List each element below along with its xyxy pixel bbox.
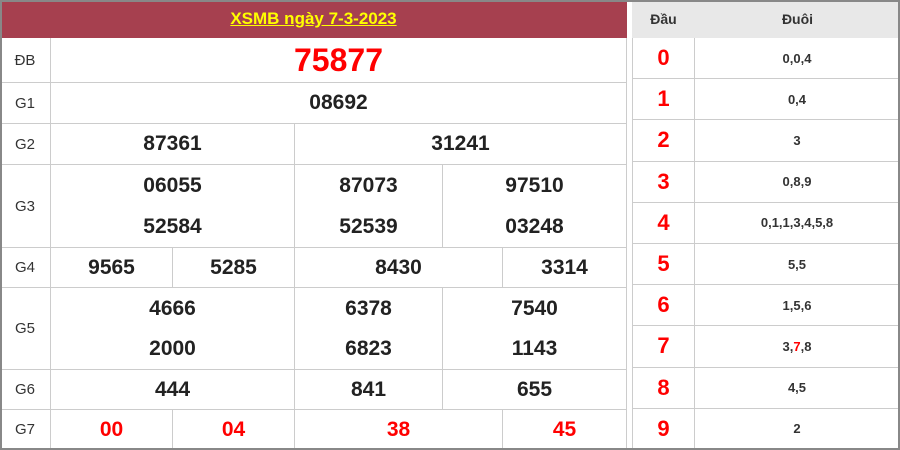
loto-dau: 0 [632, 38, 695, 80]
loto-dau: 4 [632, 202, 695, 244]
prize-number-g5: 6823 [295, 329, 443, 370]
prize-number-g3: 97510 [443, 165, 627, 207]
prize-number-db: 75877 [51, 38, 627, 83]
prize-label-g3: G3 [0, 165, 51, 248]
prize-label-g2: G2 [0, 124, 51, 165]
prize-number-g5: 4666 [51, 288, 295, 329]
loto-header-duoi: Đuôi [695, 0, 900, 38]
loto-dau: 2 [632, 120, 695, 162]
prize-number-g4: 9565 [51, 248, 173, 288]
loto-duoi-part: ,8 [800, 338, 812, 354]
prize-number-g2: 31241 [295, 124, 627, 165]
prize-number-g2: 87361 [51, 124, 295, 165]
prize-number-g3: 52539 [295, 206, 443, 248]
loto-dau: 9 [632, 408, 695, 450]
results-title[interactable]: XSMB ngày 7-3-2023 [230, 9, 397, 28]
prize-number-g5: 1143 [443, 329, 627, 370]
prize-number-g1: 08692 [51, 83, 627, 124]
prize-number-g7: 04 [173, 410, 295, 450]
prize-label-g1: G1 [0, 83, 51, 124]
prize-number-g7: 38 [295, 410, 503, 450]
prize-number-g3: 87073 [295, 165, 443, 207]
prize-number-g4: 8430 [295, 248, 503, 288]
loto-duoi: 3 [695, 120, 900, 162]
prize-number-g7: 00 [51, 410, 173, 450]
prize-number-g3: 03248 [443, 206, 627, 248]
loto-duoi: 1,5,6 [695, 285, 900, 327]
results-header: XSMB ngày 7-3-2023 [0, 0, 627, 38]
prize-label-g4: G4 [0, 248, 51, 288]
loto-duoi: 3, 7,8 [695, 326, 900, 368]
loto-dau: 3 [632, 161, 695, 203]
loto-header-dau: Đầu [632, 0, 695, 38]
loto-duoi: 4,5 [695, 367, 900, 409]
prize-number-g4: 3314 [503, 248, 627, 288]
prize-number-g4: 5285 [173, 248, 295, 288]
loto-dau: 5 [632, 244, 695, 286]
prize-number-g6: 841 [295, 370, 443, 410]
loto-duoi: 0,4 [695, 79, 900, 121]
prize-number-g5: 7540 [443, 288, 627, 329]
prize-number-g6: 655 [443, 370, 627, 410]
loto-duoi: 0,1,1,3,4,5,8 [695, 202, 900, 244]
prize-number-g6: 444 [51, 370, 295, 410]
prize-label-g5: G5 [0, 288, 51, 370]
prize-number-g3: 52584 [51, 206, 295, 248]
prize-label-db: ĐB [0, 38, 51, 83]
prize-number-g3: 06055 [51, 165, 295, 207]
loto-duoi: 5,5 [695, 244, 900, 286]
prize-label-g7: G7 [0, 410, 51, 450]
prize-number-g5: 2000 [51, 329, 295, 370]
prize-label-g6: G6 [0, 370, 51, 410]
loto-dau: 1 [632, 79, 695, 121]
loto-duoi: 0,8,9 [695, 161, 900, 203]
loto-duoi-part: 7 [793, 338, 801, 354]
loto-dau: 7 [632, 326, 695, 368]
loto-dau: 8 [632, 367, 695, 409]
prize-number-g5: 6378 [295, 288, 443, 329]
prize-number-g7: 45 [503, 410, 627, 450]
loto-duoi: 0,0,4 [695, 38, 900, 80]
loto-dau: 6 [632, 285, 695, 327]
loto-duoi-part: 3, [782, 338, 794, 354]
loto-duoi: 2 [695, 408, 900, 450]
